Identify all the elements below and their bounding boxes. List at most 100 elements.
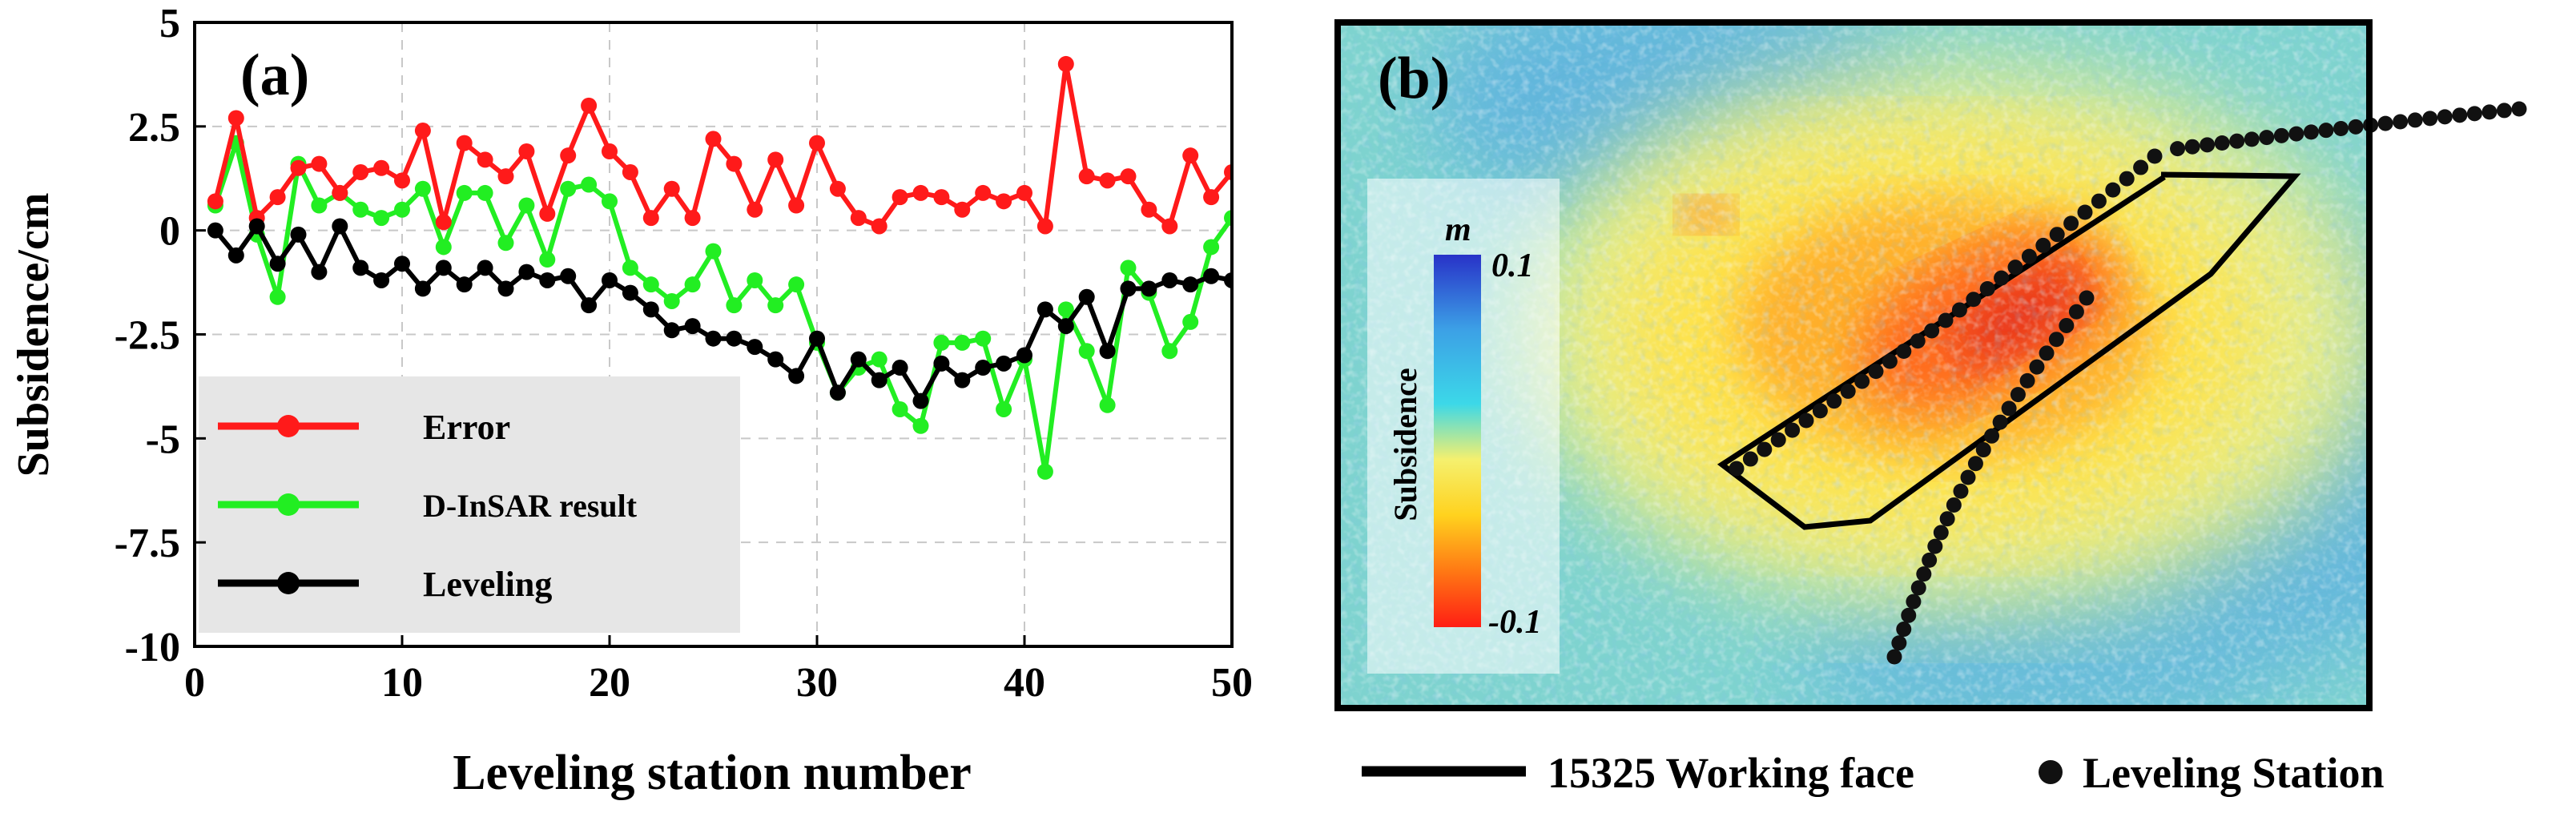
point-leveling — [477, 260, 493, 276]
y-tick-label: -10 — [125, 625, 180, 670]
point-leveling — [705, 330, 722, 347]
point-leveling — [684, 318, 701, 335]
point-leveling — [560, 268, 577, 284]
y-tick-label: 0 — [159, 209, 180, 255]
station-point — [2511, 101, 2527, 117]
point-leveling — [1057, 318, 1074, 335]
station-point — [2184, 139, 2200, 155]
point-error — [290, 159, 307, 176]
point-error — [394, 172, 410, 189]
station-point — [1946, 497, 1962, 513]
point-d-insar-result — [892, 400, 908, 417]
station-point — [2091, 193, 2107, 209]
station-point — [1729, 461, 1745, 477]
point-d-insar-result — [1036, 463, 1053, 480]
point-leveling — [269, 256, 286, 272]
point-error — [726, 155, 743, 172]
point-d-insar-result — [1203, 239, 1220, 256]
station-point — [2273, 127, 2289, 143]
panel-b: m 0.1 -0.1 Subsidence (b) 15325 Working … — [1334, 19, 2527, 797]
point-leveling — [518, 264, 535, 280]
plot-area — [207, 55, 1232, 480]
point-error — [1078, 168, 1095, 185]
point-leveling — [809, 330, 825, 347]
point-leveling — [829, 384, 846, 401]
station-point — [1826, 393, 1842, 409]
point-leveling — [373, 272, 390, 288]
y-tick-label: -7.5 — [115, 521, 180, 566]
point-d-insar-result — [518, 197, 535, 214]
point-d-insar-result — [1224, 210, 1232, 227]
station-point — [2481, 104, 2498, 120]
point-d-insar-result — [1099, 396, 1116, 413]
station-point — [2437, 109, 2453, 125]
x-tick-label: 40 — [1004, 660, 1045, 706]
station-point — [1901, 607, 1917, 623]
point-leveling — [1120, 280, 1137, 297]
point-d-insar-result — [435, 239, 452, 256]
point-d-insar-result — [311, 197, 328, 214]
station-point — [1785, 422, 1801, 438]
station-point — [2049, 227, 2065, 243]
station-point — [2105, 182, 2121, 198]
point-error — [477, 151, 493, 168]
station-point — [1960, 469, 1976, 485]
point-d-insar-result — [602, 193, 618, 210]
point-leveling — [622, 284, 638, 301]
point-d-insar-result — [1182, 313, 1199, 330]
subsidence-map — [1339, 24, 2368, 706]
station-point — [2214, 135, 2230, 151]
point-leveling — [767, 351, 784, 368]
legend-dinsar-marker — [277, 493, 300, 516]
point-d-insar-result — [767, 297, 784, 314]
point-error — [332, 184, 348, 201]
point-d-insar-result — [269, 288, 286, 305]
panel-a-label: (a) — [240, 42, 309, 108]
point-error — [207, 193, 223, 210]
point-error — [602, 143, 618, 159]
station-point — [2119, 171, 2135, 187]
point-leveling — [1099, 343, 1116, 360]
point-d-insar-result — [996, 400, 1012, 417]
y-tick-label: -5 — [146, 417, 180, 462]
legend-dinsar-label: D-InSAR result — [423, 488, 638, 524]
point-d-insar-result — [642, 276, 659, 293]
panel-b-label: (b) — [1378, 46, 1450, 111]
point-error — [747, 201, 763, 218]
colorbar-min-label: -0.1 — [1488, 604, 1542, 641]
point-leveling — [1141, 280, 1157, 297]
point-error — [829, 180, 846, 197]
station-point — [1770, 432, 1786, 448]
station-point — [1975, 442, 1991, 458]
colorbar-title: Subsidence — [1387, 368, 1423, 521]
point-leveling — [332, 218, 348, 235]
point-error — [269, 189, 286, 206]
station-point — [2333, 121, 2349, 136]
station-point — [2377, 115, 2393, 131]
station-point — [1891, 635, 1907, 651]
point-error — [435, 214, 452, 231]
point-leveling — [435, 260, 452, 276]
point-d-insar-result — [726, 297, 743, 314]
y-tick-label: -2.5 — [115, 313, 180, 359]
point-leveling — [248, 218, 265, 235]
map-frame — [1334, 19, 2373, 711]
legend-working-face-label: 15325 Working face — [1548, 749, 1914, 797]
point-error — [1224, 163, 1232, 180]
station-point — [2039, 345, 2055, 361]
legend: Error D-InSAR result Leveling — [199, 376, 740, 633]
colorbar-max-label: 0.1 — [1491, 248, 1534, 284]
station-point — [1742, 451, 1758, 467]
point-error — [663, 180, 680, 197]
point-d-insar-result — [497, 235, 514, 252]
point-leveling — [663, 322, 680, 339]
y-tick-label: 2.5 — [128, 105, 180, 151]
point-d-insar-result — [1120, 260, 1137, 276]
point-error — [560, 147, 577, 164]
point-d-insar-result — [394, 201, 410, 218]
station-point — [1910, 333, 1926, 349]
station-point — [1939, 511, 1955, 527]
legend-station-marker — [2039, 760, 2063, 784]
point-leveling — [642, 301, 659, 318]
